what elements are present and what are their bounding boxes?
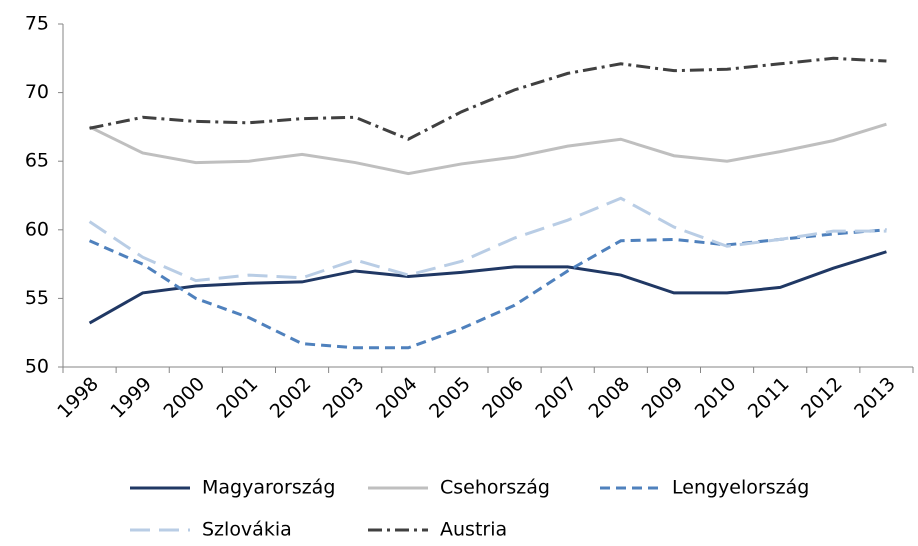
x-tick-label: 2004 [372, 373, 422, 423]
legend-label: Magyarország [202, 477, 335, 499]
x-tick-label: 2010 [691, 373, 741, 423]
legend-label: Csehország [440, 477, 550, 499]
series-line [89, 56, 887, 141]
legend-label: Lengyelország [672, 477, 809, 499]
x-tick-label: 1999 [106, 373, 156, 423]
series-line [88, 228, 887, 350]
y-tick-label: 60 [25, 218, 49, 240]
x-tick-label: 1998 [53, 373, 103, 423]
x-tick-label: 2005 [425, 373, 475, 423]
x-tick-label: 2000 [159, 373, 209, 423]
legend-label: Austria [440, 519, 507, 541]
series-line [88, 122, 887, 176]
y-tick-label: 55 [25, 287, 49, 309]
legend-label: Szlovákia [202, 519, 292, 541]
x-tick-label: 2013 [850, 373, 900, 423]
y-tick-label: 75 [25, 13, 49, 35]
x-tick-label: 2012 [797, 373, 847, 423]
y-tick-label: 50 [25, 356, 49, 378]
x-tick-label: 2001 [213, 373, 263, 423]
series-line [88, 250, 887, 325]
x-tick-label: 2002 [266, 373, 316, 423]
x-tick-label: 2008 [584, 373, 634, 423]
x-tick-label: 2007 [531, 373, 581, 423]
x-tick-label: 2003 [319, 373, 369, 423]
x-tick-label: 2011 [744, 373, 794, 423]
x-tick-label: 2006 [478, 373, 528, 423]
y-tick-label: 65 [25, 150, 49, 172]
series-line [88, 196, 887, 283]
y-tick-label: 70 [25, 81, 49, 103]
x-tick-label: 2009 [638, 373, 688, 423]
